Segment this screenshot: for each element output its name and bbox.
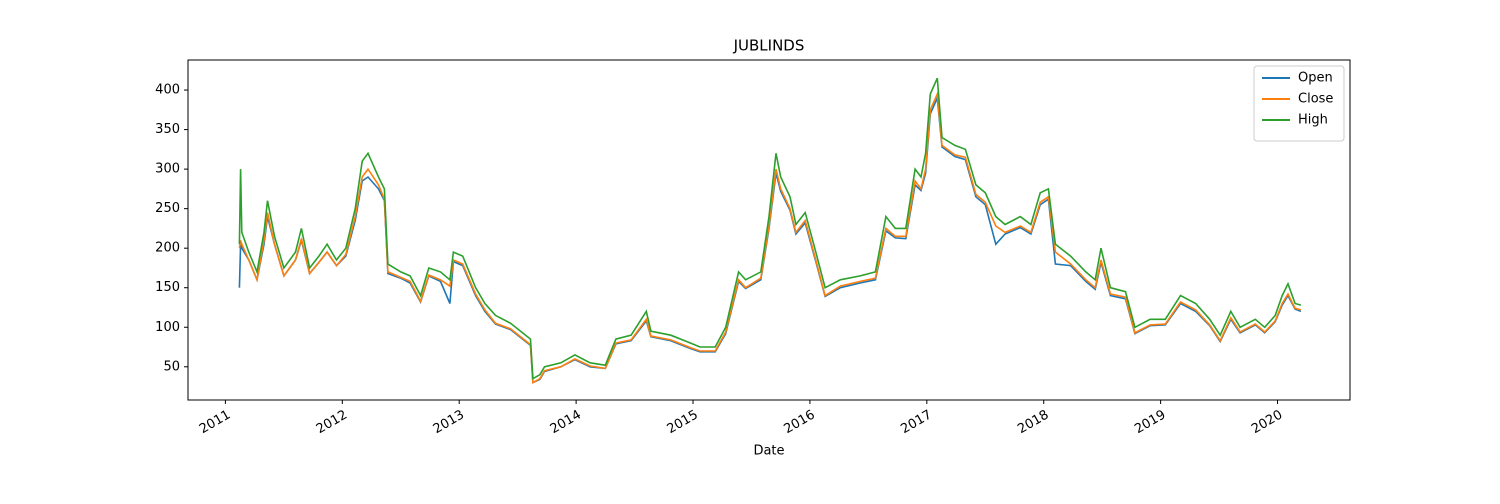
chart-title: JUBLINDS	[733, 37, 805, 55]
x-tick-label: 2020	[1249, 408, 1285, 438]
legend-label: Close	[1298, 92, 1333, 107]
legend-label: High	[1298, 113, 1328, 128]
x-tick-label: 2019	[1132, 408, 1168, 438]
y-tick-label: 50	[163, 359, 180, 374]
x-tick-label: 2018	[1015, 408, 1051, 438]
y-tick-label: 300	[155, 162, 180, 177]
x-tick-label: 2016	[782, 408, 818, 438]
y-tick-label: 400	[155, 83, 180, 98]
x-axis-label: Date	[753, 444, 784, 459]
legend-box	[1253, 65, 1345, 142]
y-tick-label: 150	[155, 280, 180, 295]
x-tick-label: 2011	[197, 408, 233, 438]
line-series	[238, 77, 1302, 381]
legend-label: Open	[1298, 71, 1333, 86]
x-tick-label: 2012	[314, 408, 350, 438]
x-tick-label: 2017	[898, 408, 934, 438]
x-tick-label: 2013	[431, 408, 467, 438]
y-tick-label: 350	[155, 122, 180, 137]
line-series	[238, 90, 1302, 384]
y-tick-label: 250	[155, 201, 180, 216]
x-tick-label: 2014	[548, 408, 584, 438]
x-tick-label: 2015	[665, 408, 701, 438]
y-tick-label: 100	[155, 320, 180, 335]
plot-frame	[187, 59, 1351, 401]
y-tick-label: 200	[155, 241, 180, 256]
line-series	[238, 94, 1302, 384]
